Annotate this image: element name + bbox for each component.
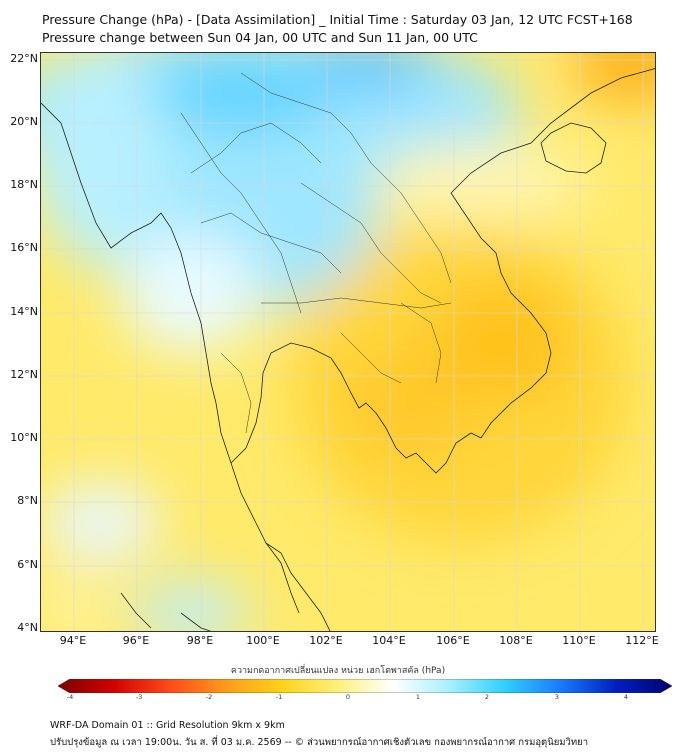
lon-label: 106°E (436, 634, 470, 647)
colorbar-tick-label: -1 (275, 693, 283, 701)
footer-model-info: WRF-DA Domain 01 :: Grid Resolution 9km … (50, 720, 285, 731)
colorbar-tick-label: -4 (66, 693, 74, 701)
lat-label: 22°N (10, 52, 38, 65)
lon-label: 102°E (309, 634, 343, 647)
map-title: Pressure Change (hPa) - [Data Assimilati… (42, 12, 633, 27)
colorbar-tick-label: 1 (415, 693, 421, 701)
colorbar-tick-label: -2 (205, 693, 213, 701)
lon-label: 96°E (122, 634, 150, 647)
colorbar-tick-label: 4 (623, 693, 629, 701)
lat-label: 18°N (10, 178, 38, 191)
lon-label: 112°E (625, 634, 659, 647)
lon-label: 98°E (186, 634, 214, 647)
admin-boundaries (180, 72, 452, 434)
pressure-change-map (40, 52, 656, 632)
lat-label: 14°N (10, 305, 38, 318)
graticule (41, 53, 655, 631)
coastlines (41, 68, 655, 631)
lon-label: 94°E (59, 634, 87, 647)
footer-credits: ปรับปรุงข้อมูล ณ เวลา 19:00น. วัน ส. ที่… (50, 737, 589, 748)
colorbar-tick-label: -3 (135, 693, 143, 701)
lat-label: 6°N (17, 558, 38, 571)
lon-label: 108°E (499, 634, 533, 647)
lat-label: 20°N (10, 115, 38, 128)
colorbar-tick-label: 3 (554, 693, 560, 701)
lat-label: 10°N (10, 431, 38, 444)
map-subtitle: Pressure change between Sun 04 Jan, 00 U… (42, 30, 478, 45)
colorbar-tick-label: 2 (484, 693, 490, 701)
colorbar (58, 679, 672, 693)
lon-label: 110°E (562, 634, 596, 647)
colorbar-gradient (58, 679, 672, 693)
lat-label: 16°N (10, 241, 38, 254)
lon-label: 104°E (372, 634, 406, 647)
colorbar-title: ความกดอากาศเปลี่ยนแปลง หน่วย เฮกโตพาสคัล… (230, 666, 446, 676)
lat-label: 8°N (17, 494, 38, 507)
lat-label: 12°N (10, 368, 38, 381)
lat-label: 4°N (17, 621, 38, 634)
colorbar-tick-label: 0 (345, 693, 351, 701)
lon-label: 100°E (246, 634, 280, 647)
map-canvas (41, 53, 655, 631)
